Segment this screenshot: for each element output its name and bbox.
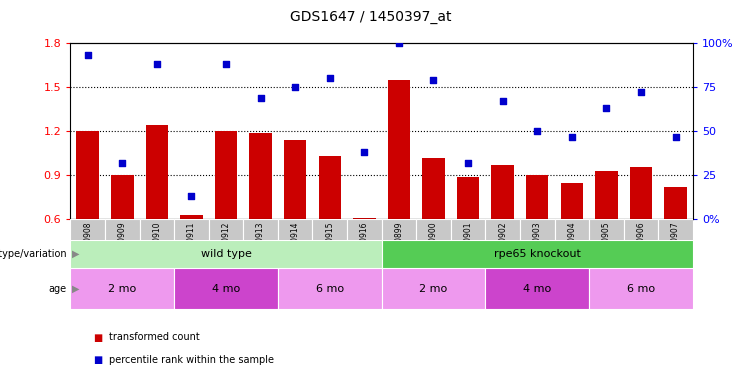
Point — [359, 149, 370, 155]
Point — [531, 128, 543, 134]
Text: GSM70914: GSM70914 — [290, 222, 299, 263]
Bar — [70, 240, 382, 268]
Text: GDS1647 / 1450397_at: GDS1647 / 1450397_at — [290, 10, 451, 24]
Text: GSM70902: GSM70902 — [498, 222, 507, 263]
Bar — [278, 219, 313, 268]
Bar — [491, 165, 514, 219]
Bar — [382, 268, 485, 309]
Text: GSM70911: GSM70911 — [187, 222, 196, 263]
Bar — [658, 219, 693, 268]
Bar — [485, 268, 589, 309]
Text: GSM70900: GSM70900 — [429, 222, 438, 263]
Bar — [353, 218, 376, 219]
Bar — [485, 219, 520, 268]
Text: ■: ■ — [93, 333, 102, 342]
Point — [324, 75, 336, 81]
Bar — [174, 268, 278, 309]
Text: 2 mo: 2 mo — [419, 284, 448, 294]
Bar — [139, 219, 174, 268]
Point — [566, 134, 578, 140]
Bar — [215, 131, 237, 219]
Text: GSM70905: GSM70905 — [602, 222, 611, 263]
Bar — [145, 125, 168, 219]
Bar — [105, 219, 139, 268]
Bar — [451, 219, 485, 268]
Bar — [347, 219, 382, 268]
Text: GSM70908: GSM70908 — [83, 222, 92, 263]
Text: 6 mo: 6 mo — [627, 284, 655, 294]
Text: GSM70903: GSM70903 — [533, 222, 542, 263]
Point — [185, 194, 197, 200]
Point — [255, 95, 267, 101]
Text: ▶: ▶ — [72, 249, 79, 259]
Text: 4 mo: 4 mo — [523, 284, 551, 294]
Bar — [422, 158, 445, 219]
Text: ▶: ▶ — [72, 284, 79, 294]
Bar — [70, 219, 105, 268]
Bar — [560, 183, 583, 219]
Text: GSM70910: GSM70910 — [153, 222, 162, 263]
Text: GSM70915: GSM70915 — [325, 222, 334, 263]
Text: GSM70906: GSM70906 — [637, 222, 645, 263]
Text: GSM70913: GSM70913 — [256, 222, 265, 263]
Bar — [595, 171, 618, 219]
Bar — [180, 215, 202, 219]
Text: rpe65 knockout: rpe65 knockout — [494, 249, 581, 259]
Bar — [456, 177, 479, 219]
Text: percentile rank within the sample: percentile rank within the sample — [109, 355, 274, 365]
Bar — [319, 156, 341, 219]
Bar — [630, 166, 652, 219]
Bar — [416, 219, 451, 268]
Bar — [526, 176, 548, 219]
Bar — [278, 268, 382, 309]
Bar — [382, 240, 693, 268]
Point — [289, 84, 301, 90]
Text: age: age — [49, 284, 67, 294]
Bar — [111, 176, 133, 219]
Point — [393, 40, 405, 46]
Point — [462, 160, 474, 166]
Point — [600, 105, 612, 111]
Text: 4 mo: 4 mo — [212, 284, 240, 294]
Bar — [382, 219, 416, 268]
Bar — [554, 219, 589, 268]
Text: GSM70904: GSM70904 — [568, 222, 576, 263]
Text: GSM70909: GSM70909 — [118, 222, 127, 263]
Text: genotype/variation: genotype/variation — [0, 249, 67, 259]
Text: GSM70916: GSM70916 — [360, 222, 369, 263]
Bar — [209, 219, 243, 268]
Text: GSM70899: GSM70899 — [394, 222, 403, 263]
Text: GSM70912: GSM70912 — [222, 222, 230, 263]
Point — [220, 61, 232, 67]
Point — [82, 53, 93, 58]
Point — [635, 90, 647, 96]
Text: wild type: wild type — [201, 249, 251, 259]
Text: 2 mo: 2 mo — [108, 284, 136, 294]
Bar — [70, 268, 174, 309]
Bar — [249, 133, 272, 219]
Point — [151, 61, 163, 67]
Text: transformed count: transformed count — [109, 333, 199, 342]
Text: GSM70901: GSM70901 — [464, 222, 473, 263]
Bar — [589, 268, 693, 309]
Bar — [624, 219, 658, 268]
Bar — [520, 219, 554, 268]
Point — [670, 134, 682, 140]
Text: ■: ■ — [93, 355, 102, 365]
Bar — [243, 219, 278, 268]
Bar — [76, 131, 99, 219]
Point — [428, 77, 439, 83]
Point — [116, 160, 128, 166]
Bar — [313, 219, 347, 268]
Text: GSM70907: GSM70907 — [671, 222, 680, 263]
Text: 6 mo: 6 mo — [316, 284, 344, 294]
Bar — [174, 219, 209, 268]
Point — [496, 98, 508, 104]
Bar — [664, 187, 687, 219]
Bar — [284, 140, 307, 219]
Bar — [388, 80, 411, 219]
Bar — [589, 219, 624, 268]
